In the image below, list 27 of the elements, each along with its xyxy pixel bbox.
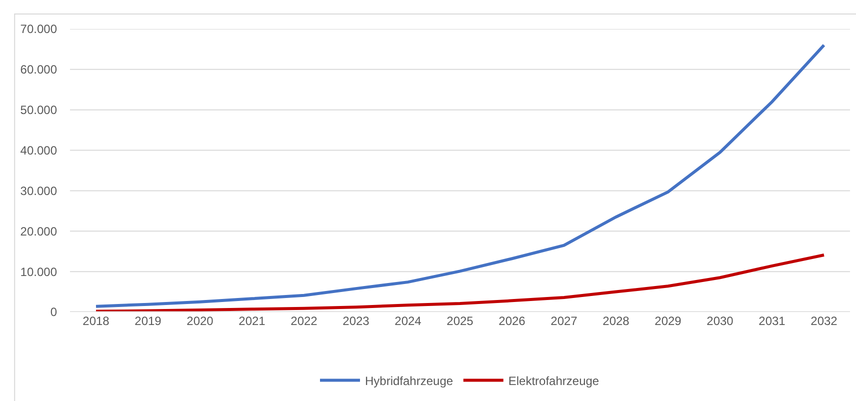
y-tick-label: 50.000 (20, 103, 58, 118)
legend-label: Elektrofahrzeuge (508, 374, 600, 388)
x-tick-label: 2032 (810, 314, 838, 328)
x-tick-label: 2026 (498, 314, 526, 328)
x-tick-label: 2029 (654, 314, 682, 328)
y-tick-label: 10.000 (20, 264, 58, 279)
y-tick-label: 40.000 (20, 143, 58, 158)
x-tick-label: 2023 (342, 314, 370, 328)
line-series (94, 44, 826, 308)
x-tick-label: 2021 (238, 314, 266, 328)
line-series (94, 254, 826, 312)
y-tick-label: 0 (50, 305, 58, 320)
y-tick-label: 20.000 (20, 224, 58, 238)
x-tick-label: 2019 (134, 314, 162, 328)
x-tick-label: 2027 (550, 314, 578, 328)
legend-label: Hybridfahrzeuge (365, 374, 454, 388)
x-tick-label: 2020 (186, 314, 214, 328)
x-tick-label: 2025 (446, 314, 474, 328)
y-tick-label: 30.000 (20, 184, 58, 198)
y-tick-label: 60.000 (20, 62, 58, 77)
x-tick-label: 2024 (394, 314, 422, 328)
x-tick-label: 2018 (82, 314, 110, 328)
x-tick-label: 2022 (290, 314, 318, 328)
x-tick-label: 2031 (758, 314, 786, 328)
y-tick-label: 70.000 (20, 22, 58, 36)
x-tick-label: 2028 (602, 314, 630, 328)
x-tick-label: 2030 (706, 314, 734, 328)
